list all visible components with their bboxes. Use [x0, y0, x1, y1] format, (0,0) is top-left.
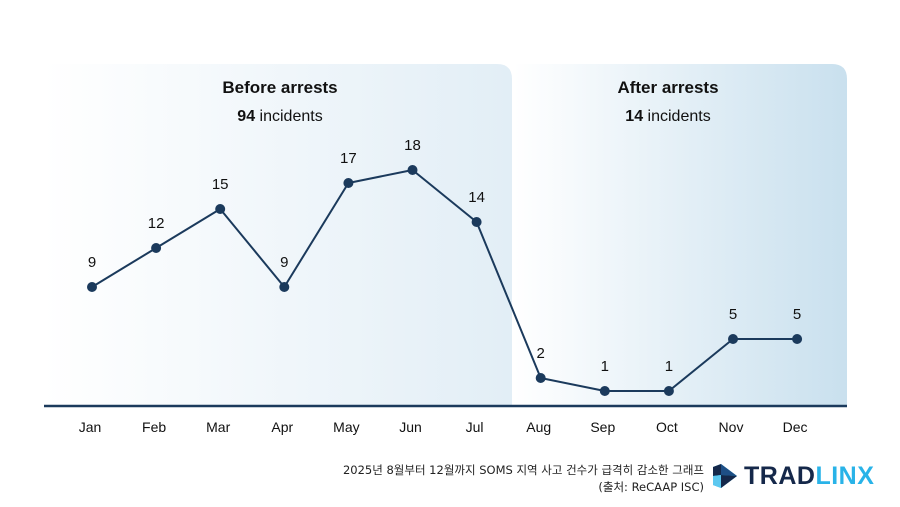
x-tick-jan: Jan — [79, 419, 102, 435]
caption: 2025년 8월부터 12월까지 SOMS 지역 사고 건수가 급격히 감소한 … — [343, 462, 704, 496]
x-tick-jun: Jun — [399, 419, 422, 435]
logo-text-trad: TRAD — [744, 461, 816, 490]
data-label-nov: 5 — [729, 306, 737, 323]
data-point-jul — [471, 217, 482, 227]
logo-cube-icon — [713, 464, 737, 488]
data-point-sep — [599, 386, 610, 396]
data-label-sep: 1 — [601, 358, 609, 375]
ticks-group: Jan Feb Mar Apr May Jun Jul Aug Sep Oct Nov Dec — [79, 419, 808, 435]
x-tick-aug: Aug — [526, 419, 551, 435]
data-point-jan — [87, 282, 97, 292]
data-point-feb — [151, 243, 162, 253]
caption-line-1: 2025년 8월부터 12월까지 SOMS 지역 사고 건수가 급격히 감소한 … — [342, 463, 704, 477]
logo-text-linx: LINX — [815, 461, 875, 490]
x-tick-dec: Dec — [783, 419, 808, 435]
series-group — [87, 165, 803, 396]
data-point-oct — [663, 386, 674, 396]
series-line — [91, 169, 798, 392]
data-label-feb: 12 — [148, 215, 165, 232]
data-point-apr — [279, 282, 290, 292]
x-tick-nov: Nov — [719, 419, 744, 435]
panel-before-unit: incidents — [255, 108, 323, 125]
panel-before-subtitle: 94 incidents — [237, 108, 322, 125]
panel-after-unit: incidents — [643, 108, 711, 125]
logo-text: TRADLINX — [744, 462, 874, 491]
panel-before-count: 94 — [237, 108, 255, 125]
data-label-jan: 9 — [88, 254, 96, 271]
panel-after-subtitle: 14 incidents — [625, 108, 710, 125]
data-point-aug — [535, 373, 546, 383]
data-label-may: 17 — [340, 150, 357, 167]
data-point-may — [343, 178, 354, 188]
x-tick-sep: Sep — [590, 419, 615, 435]
data-label-mar: 15 — [212, 176, 229, 193]
data-point-dec — [792, 334, 803, 344]
x-tick-mar: Mar — [206, 419, 230, 435]
data-label-jul: 14 — [468, 189, 485, 206]
panel-after-title: After arrests — [617, 78, 718, 97]
data-label-aug: 2 — [537, 345, 545, 362]
x-tick-oct: Oct — [656, 419, 678, 435]
panel-before-title: Before arrests — [222, 78, 337, 97]
x-tick-feb: Feb — [142, 419, 166, 435]
caption-line-2: (출처: ReCAAP ISC) — [598, 480, 704, 494]
data-point-mar — [215, 204, 226, 214]
x-tick-apr: Apr — [271, 419, 293, 435]
data-point-nov — [728, 334, 738, 344]
x-tick-may: May — [333, 419, 359, 435]
data-label-oct: 1 — [665, 358, 673, 375]
data-label-apr: 9 — [280, 254, 288, 271]
data-label-jun: 18 — [404, 137, 421, 154]
panel-after-background — [514, 64, 847, 406]
data-point-jun — [407, 165, 418, 175]
x-tick-jul: Jul — [466, 419, 484, 435]
tradlinx-logo: TRADLINX — [712, 461, 874, 491]
panel-after-count: 14 — [625, 108, 643, 125]
panel-before-background — [44, 64, 512, 406]
data-label-dec: 5 — [793, 306, 801, 323]
